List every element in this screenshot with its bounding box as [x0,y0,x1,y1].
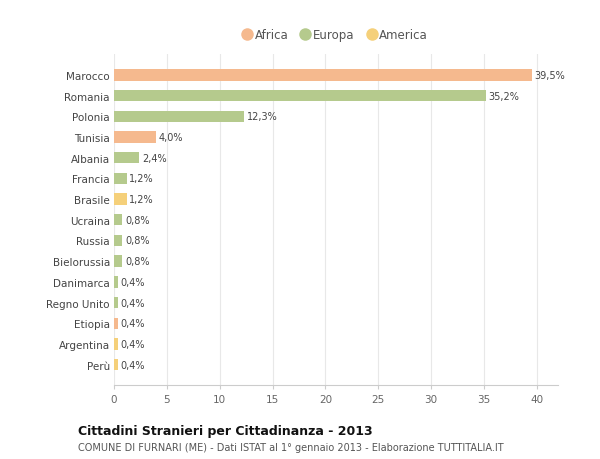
Text: 12,3%: 12,3% [247,112,277,122]
Bar [114,215,122,226]
Bar [114,339,118,350]
Bar [114,194,127,205]
Bar [114,112,244,123]
Text: 1,2%: 1,2% [130,195,154,205]
Text: Cittadini Stranieri per Cittadinanza - 2013: Cittadini Stranieri per Cittadinanza - 2… [78,425,373,437]
Bar [114,70,532,81]
Text: 0,4%: 0,4% [121,339,145,349]
Text: 35,2%: 35,2% [489,91,520,101]
Text: 0,4%: 0,4% [121,319,145,329]
Text: 4,0%: 4,0% [159,133,184,143]
Text: 0,4%: 0,4% [121,298,145,308]
Text: 0,8%: 0,8% [125,215,149,225]
Bar [114,153,139,164]
Bar [114,297,118,308]
Text: 0,4%: 0,4% [121,277,145,287]
Bar [114,256,122,267]
Text: 1,2%: 1,2% [130,174,154,184]
Bar [114,318,118,329]
Text: 0,8%: 0,8% [125,257,149,267]
Bar [114,174,127,185]
Text: 0,4%: 0,4% [121,360,145,370]
Text: 0,8%: 0,8% [125,236,149,246]
Bar [114,91,486,102]
Bar [114,359,118,370]
Bar [114,235,122,246]
Bar [114,132,156,143]
Text: COMUNE DI FURNARI (ME) - Dati ISTAT al 1° gennaio 2013 - Elaborazione TUTTITALIA: COMUNE DI FURNARI (ME) - Dati ISTAT al 1… [78,442,503,452]
Text: 39,5%: 39,5% [534,71,565,81]
Text: 2,4%: 2,4% [142,153,167,163]
Legend: Africa, Europa, America: Africa, Europa, America [239,25,433,47]
Bar [114,277,118,288]
